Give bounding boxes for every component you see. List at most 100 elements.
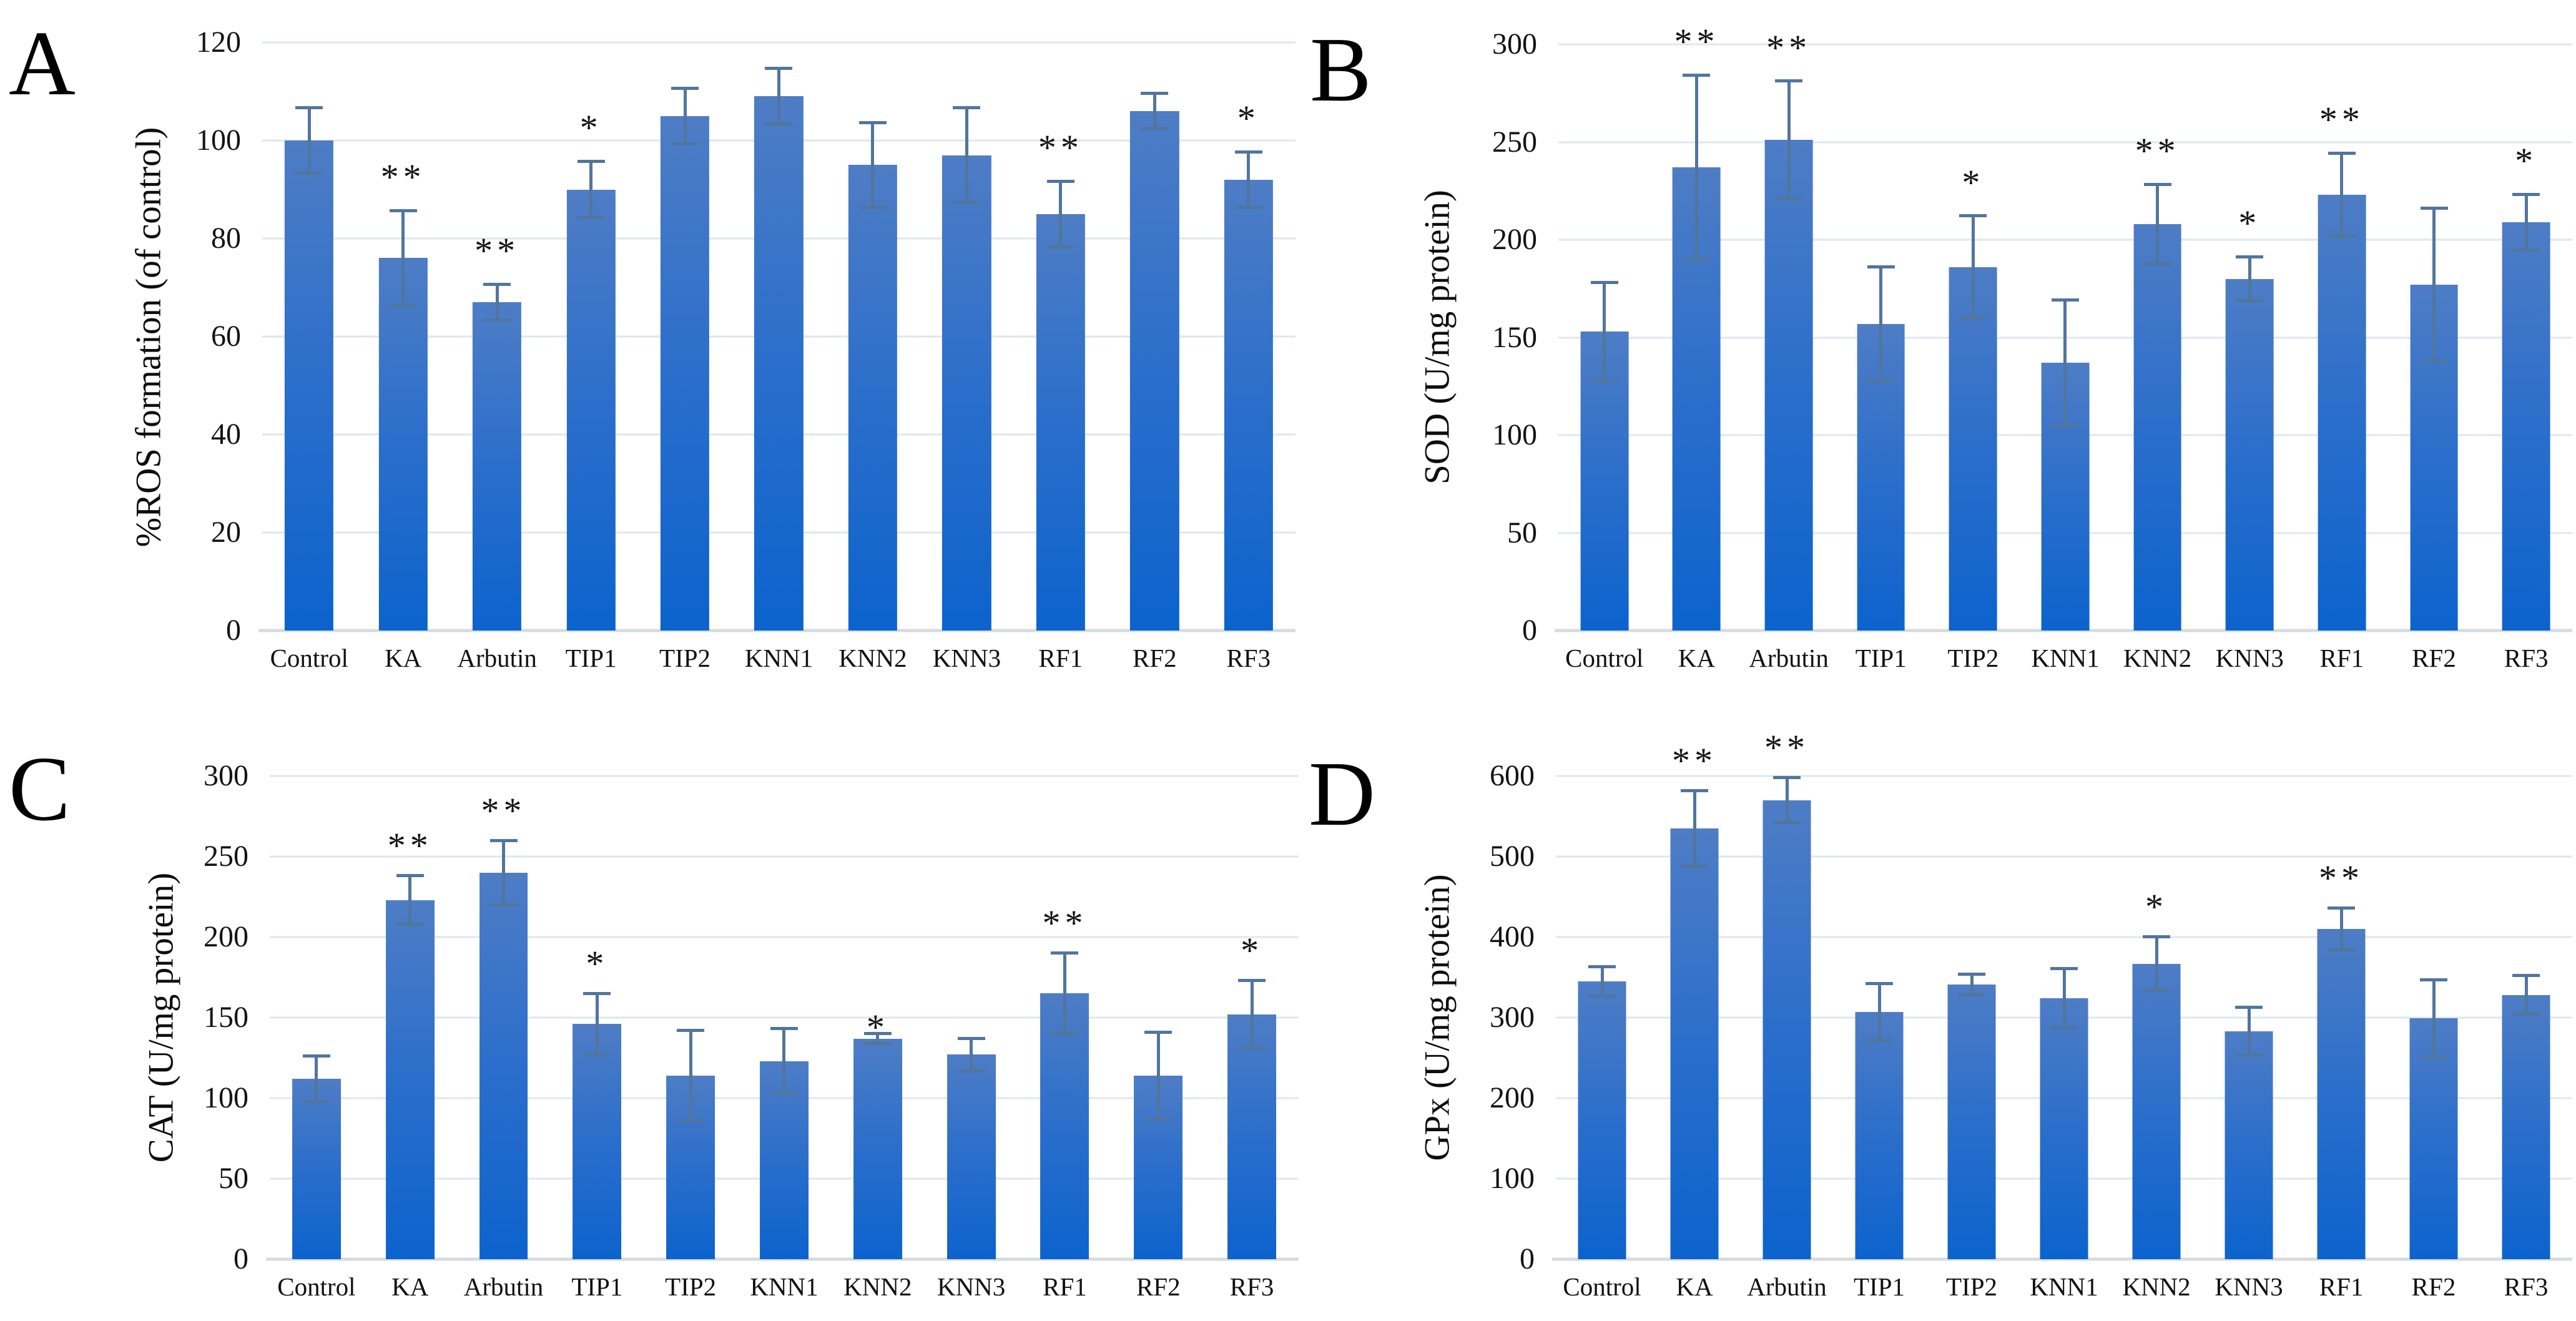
x-tick-label-ka: KA bbox=[391, 1272, 429, 1301]
error-whisker-line bbox=[2524, 192, 2528, 252]
error-cap-top bbox=[2050, 966, 2078, 970]
error-whisker-line bbox=[595, 991, 599, 1056]
bar-knn1 bbox=[754, 96, 804, 631]
gridline-600 bbox=[1556, 775, 2572, 777]
x-axis-line bbox=[1552, 1257, 2572, 1261]
y-tick-label-120: 120 bbox=[196, 26, 241, 59]
panel-letter-c: C bbox=[9, 738, 71, 840]
x-tick-label-knn3: KNN3 bbox=[2215, 644, 2284, 672]
bar-slot-arbutin: ** bbox=[457, 776, 551, 1259]
error-cap-top bbox=[953, 106, 981, 110]
x-tick-label-ka: KA bbox=[1678, 644, 1716, 672]
error-cap-top bbox=[1867, 265, 1895, 268]
bar-control bbox=[292, 1079, 341, 1259]
error-cap-top bbox=[765, 67, 793, 71]
x-tick-label-arbutin: Arbutin bbox=[457, 644, 537, 672]
bar-slot-knn2: ** bbox=[2111, 44, 2204, 631]
y-tick-label-0: 0 bbox=[1522, 614, 1537, 647]
bar-slot-rf1: ** bbox=[2295, 776, 2387, 1259]
error-cap-top bbox=[677, 1029, 705, 1033]
error-cap-top bbox=[1773, 776, 1801, 780]
error-cap-top bbox=[1775, 79, 1803, 83]
error-cap-top bbox=[389, 209, 417, 212]
error-cap-bottom bbox=[2050, 1026, 2078, 1030]
x-tick-label-knn1: KNN1 bbox=[2031, 644, 2100, 672]
error-whisker-line bbox=[1153, 91, 1156, 131]
significance-marker-arbutin: ** bbox=[481, 790, 526, 831]
y-tick-label-80: 80 bbox=[211, 222, 241, 255]
error-cap-bottom bbox=[1683, 258, 1711, 262]
bar-rf3 bbox=[2502, 222, 2550, 631]
error-cap-bottom bbox=[770, 1091, 798, 1095]
bar-tip2 bbox=[1947, 985, 1996, 1259]
error-cap-top bbox=[2328, 906, 2355, 910]
error-cap-top bbox=[1683, 73, 1711, 77]
error-whisker-line bbox=[2432, 978, 2436, 1059]
x-tick-label-knn2: KNN2 bbox=[838, 644, 907, 672]
error-cap-bottom bbox=[1588, 994, 1616, 998]
gridline-300 bbox=[1558, 43, 2572, 46]
error-whisker-line bbox=[502, 838, 506, 906]
bar-slot-knn2 bbox=[826, 42, 920, 631]
error-cap-top bbox=[583, 991, 611, 995]
x-tick-label-control: Control bbox=[277, 1272, 356, 1301]
significance-marker-knn2: * bbox=[2145, 886, 2168, 928]
bar-slot-knn3 bbox=[925, 776, 1018, 1259]
bar-slot-rf3: * bbox=[1205, 776, 1299, 1259]
bar-rf1 bbox=[2318, 195, 2366, 631]
error-whisker-line bbox=[1156, 1030, 1160, 1121]
error-cap-bottom bbox=[858, 205, 887, 209]
bar-slot-control bbox=[1558, 44, 1651, 631]
x-tick-label-ka: KA bbox=[385, 644, 422, 672]
bar-slot-arbutin: ** bbox=[450, 42, 544, 631]
bar-rf1 bbox=[1040, 993, 1089, 1259]
error-whisker-line bbox=[1247, 150, 1251, 209]
bar-slot-tip1 bbox=[1833, 776, 1925, 1259]
error-cap-top bbox=[1959, 214, 1987, 218]
error-cap-top bbox=[1958, 972, 1985, 976]
y-tick-label-50: 50 bbox=[219, 1162, 248, 1196]
significance-marker-rf1: ** bbox=[1038, 127, 1083, 168]
bar-slot-rf2 bbox=[2388, 44, 2480, 631]
significance-marker-rf1: ** bbox=[2319, 99, 2364, 140]
error-cap-top bbox=[2236, 255, 2264, 259]
error-whisker-line bbox=[1694, 73, 1698, 262]
error-whisker-line bbox=[871, 120, 875, 209]
x-tick-label-tip1: TIP1 bbox=[1855, 644, 1907, 672]
error-whisker-line bbox=[1971, 214, 1975, 320]
x-tick-label-rf1: RF1 bbox=[1043, 1272, 1087, 1301]
error-cap-bottom bbox=[2328, 948, 2355, 952]
error-cap-top bbox=[957, 1036, 985, 1040]
x-tick-label-rf2: RF2 bbox=[1136, 1272, 1181, 1301]
panel-letter-a: A bbox=[9, 12, 76, 115]
x-tick-label-rf3: RF3 bbox=[2504, 644, 2549, 672]
error-whisker-line bbox=[2432, 206, 2436, 363]
significance-marker-tip2: * bbox=[1962, 162, 1985, 203]
y-tick-label-100: 100 bbox=[196, 124, 241, 157]
error-whisker-line bbox=[2156, 183, 2160, 265]
error-whisker-line bbox=[777, 67, 780, 126]
y-axis-title-sod: SOD (U/mg protein) bbox=[1417, 190, 1457, 484]
y-tick-label-50: 50 bbox=[1507, 516, 1537, 549]
error-cap-top bbox=[2235, 1005, 2263, 1009]
error-cap-top bbox=[2328, 152, 2356, 155]
bar-knn1 bbox=[2040, 998, 2088, 1259]
y-tick-label-150: 150 bbox=[1492, 320, 1537, 354]
error-whisker-line bbox=[2063, 298, 2067, 428]
x-tick-label-rf2: RF2 bbox=[2411, 1272, 2456, 1301]
bar-slot-knn1 bbox=[732, 42, 825, 631]
bar-knn3 bbox=[942, 155, 991, 631]
gridline-120 bbox=[262, 41, 1295, 44]
x-axis-line bbox=[266, 1257, 1299, 1261]
bar-tip2 bbox=[660, 115, 710, 631]
y-tick-label-300: 300 bbox=[1492, 27, 1537, 61]
y-tick-label-100: 100 bbox=[1492, 418, 1537, 452]
error-cap-bottom bbox=[2512, 1013, 2540, 1016]
bar-slot-knn1 bbox=[737, 776, 831, 1259]
error-cap-bottom bbox=[677, 1119, 705, 1122]
error-whisker-line bbox=[2339, 906, 2343, 952]
gridline-200 bbox=[270, 936, 1299, 938]
x-tick-label-rf1: RF1 bbox=[2319, 644, 2364, 672]
significance-marker-rf3: * bbox=[1241, 930, 1264, 971]
